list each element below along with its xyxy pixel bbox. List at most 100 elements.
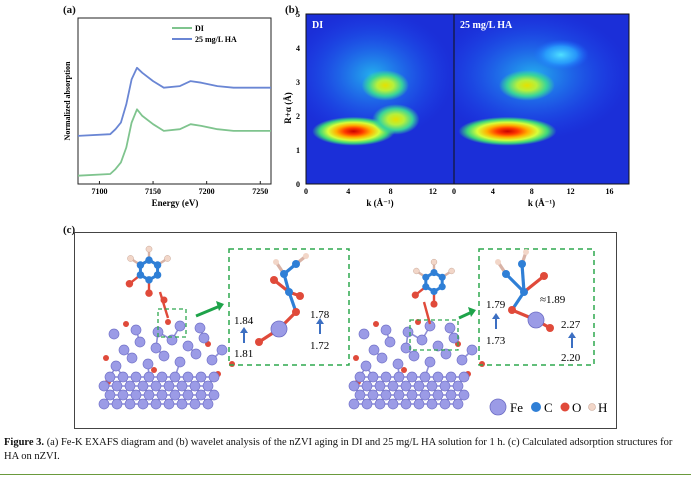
fe-atom (182, 340, 194, 352)
map-title: DI (312, 20, 323, 31)
fe-atom (424, 356, 436, 368)
legend-entry: 25 mg/L HA (195, 35, 237, 44)
o-atom (255, 338, 263, 346)
right-zoom-arrowhead (468, 307, 476, 317)
fe-atom (368, 344, 380, 356)
x-tick-label: 12 (429, 187, 437, 196)
y-tick-label: 0 (296, 180, 300, 189)
fe-atom (380, 371, 392, 383)
zoom-bond (504, 272, 526, 294)
fe-atom (358, 328, 370, 340)
fe-atom (169, 371, 181, 383)
panel-label-c: (c) (63, 224, 76, 236)
fe-atom (150, 398, 162, 410)
fe-atom (400, 398, 412, 410)
legend-o: O (572, 400, 581, 415)
fe-atom (195, 371, 207, 383)
x-tick-label: 8 (530, 187, 534, 196)
map-frame (453, 13, 630, 185)
x-tick-label: 8 (389, 187, 393, 196)
fe-atom (348, 398, 360, 410)
fe-atom (117, 371, 129, 383)
fe-atom (202, 380, 214, 392)
wavelet-peak (532, 39, 589, 71)
zoom-bond (523, 274, 545, 294)
fe-atom (361, 398, 373, 410)
fe-atom (176, 380, 188, 392)
c-atom (520, 288, 528, 296)
bond-change-arrows (240, 313, 576, 348)
fe-atom (374, 398, 386, 410)
o-atom (411, 291, 419, 299)
fe-atom (176, 398, 188, 410)
o-atom (540, 272, 548, 280)
fe-atom (182, 389, 194, 401)
fe-atom (124, 380, 136, 392)
fe-atom (202, 398, 214, 410)
fe-atom (163, 380, 175, 392)
bond-right-1: 1.79 (486, 299, 506, 311)
fe-atom (400, 342, 412, 354)
right-zoom-box (478, 248, 595, 366)
x-tick-label: 7250 (252, 187, 268, 196)
fe-atom (376, 352, 388, 364)
c-atom (153, 261, 162, 269)
o-atom (125, 280, 134, 288)
h-atom (495, 259, 501, 265)
o-atom (373, 321, 379, 327)
fe-atom (111, 380, 123, 392)
x-tick-label: 7100 (91, 187, 107, 196)
x-tick-label: 0 (452, 187, 456, 196)
o-atom-icon (560, 402, 570, 412)
fe-atom (163, 398, 175, 410)
fe-atom (440, 348, 452, 360)
fe-atom (189, 398, 201, 410)
fe-atom (393, 389, 405, 401)
exafs-plot-frame (77, 17, 272, 185)
panel-label-a: (a) (63, 4, 76, 16)
c-atom (285, 288, 293, 296)
h-atom (448, 267, 455, 275)
fe-atom (402, 326, 414, 338)
bond-right-2: 1.73 (486, 335, 506, 347)
fe-atom (156, 389, 168, 401)
wavelet-peak (458, 116, 557, 146)
fe-atom (158, 350, 170, 362)
o-atom (145, 289, 153, 297)
bond-left-1: 1.84 (234, 315, 254, 327)
fe-atom (195, 389, 207, 401)
bond-left-2: 1.81 (234, 348, 253, 360)
exafs-xlabel: Energy (eV) (152, 198, 199, 208)
o-atom (270, 276, 278, 284)
fe-atom (360, 360, 372, 372)
left-zoom-box (228, 248, 350, 366)
fe-atom (527, 311, 545, 329)
fe-atom (156, 371, 168, 383)
fe-atom (416, 334, 428, 346)
fe-atom (432, 389, 444, 401)
fe-atom (458, 389, 470, 401)
o-atom (401, 367, 407, 373)
fe-atom (439, 380, 451, 392)
fe-atom (439, 398, 451, 410)
fe-atom (118, 344, 130, 356)
fe-atom (110, 360, 122, 372)
wavelet-map-0 (306, 14, 454, 184)
legend-fe: Fe (510, 400, 523, 415)
fe-atom (98, 380, 110, 392)
o-atom (229, 361, 235, 367)
h-atom (413, 267, 420, 275)
left-zoom-arrowhead (216, 301, 224, 311)
y-tick-label: 4 (296, 44, 300, 53)
o-atom (160, 296, 168, 304)
y-tick-label: 1 (296, 146, 300, 155)
c-atom (292, 260, 300, 268)
series-line-0 (77, 108, 271, 177)
fe-atom (432, 340, 444, 352)
h-atom (273, 259, 279, 265)
x-tick-label: 7200 (199, 187, 215, 196)
fe-atom (419, 371, 431, 383)
fe-atom (426, 398, 438, 410)
fe-atom (126, 352, 138, 364)
